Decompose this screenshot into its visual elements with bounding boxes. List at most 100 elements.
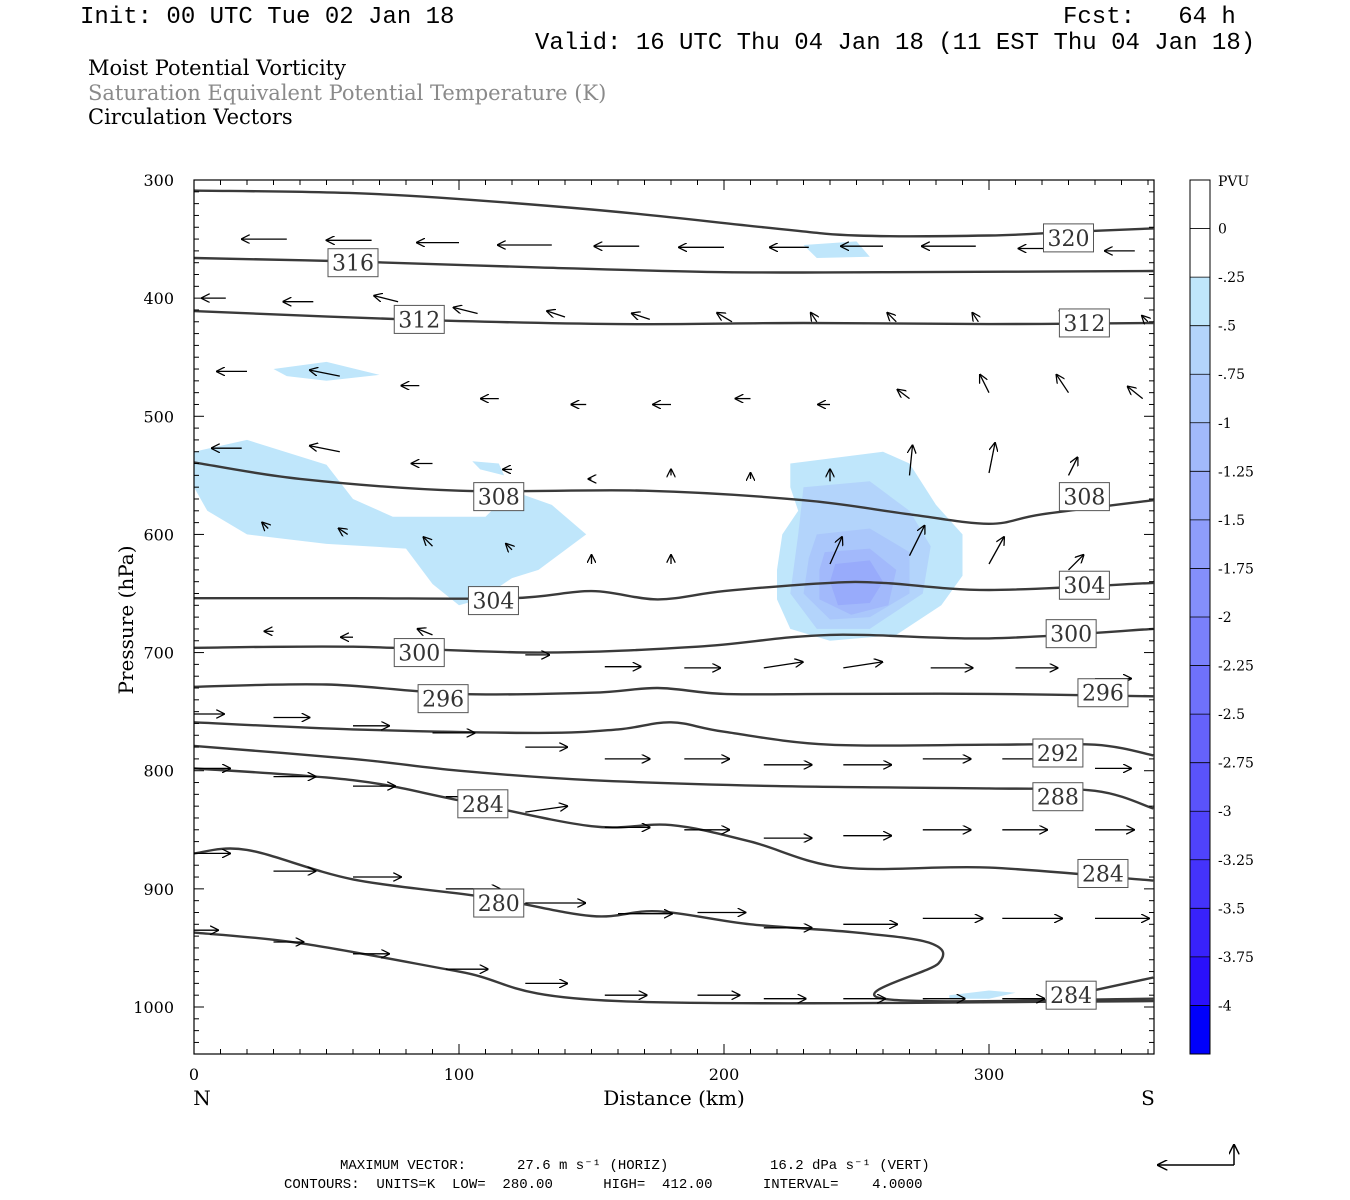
- init-time: Init: 00 UTC Tue 02 Jan 18: [80, 4, 455, 31]
- circulation-vector: [339, 528, 349, 534]
- contour-label: 296: [422, 688, 464, 713]
- circulation-vector: [898, 390, 910, 400]
- theta-contour: [194, 627, 1154, 654]
- circulation-vector: [525, 806, 567, 813]
- circulation-vector: [454, 308, 478, 315]
- circulation-vector: [1128, 387, 1144, 400]
- contour-label-box: [1058, 570, 1110, 600]
- contour-label-box: [393, 304, 445, 334]
- contour-label-box: [393, 638, 445, 668]
- y-tick-label: 900: [143, 880, 174, 899]
- theta-contour: [194, 744, 1154, 810]
- colorbar-swatch: [1190, 665, 1210, 715]
- colorbar-swatch: [1190, 471, 1210, 520]
- y-tick-label: 1000: [133, 998, 174, 1017]
- pvu-colorbar: 0 -.25 -.5 -.75 -1 -1.25 -1.5 -1.75 -2 -2.25 -2.5 -…: [1189, 179, 1254, 1055]
- x-tick-label: 0: [189, 1065, 199, 1084]
- forecast-hour: Fcst: 64 h: [1063, 4, 1236, 31]
- pv-region: [273, 361, 380, 381]
- circulation-vector: [972, 313, 978, 323]
- pv-region: [225, 477, 306, 503]
- reference-vector-icon: [1158, 1145, 1234, 1165]
- contour-label-box: [1045, 980, 1097, 1010]
- colorbar-label: -2.25: [1218, 659, 1254, 675]
- colorbar-swatch: [1190, 422, 1210, 472]
- pv-region: [803, 241, 870, 258]
- colorbar-swatch: [1190, 908, 1210, 957]
- valid-time: Valid: 16 UTC Thu 04 Jan 18 (11 EST Thu …: [535, 30, 1256, 57]
- contour-label-box: [1077, 678, 1129, 708]
- theta-contours: [194, 189, 1154, 1005]
- circulation-vector: [310, 370, 340, 377]
- circulation-vector: [632, 313, 651, 319]
- y-axis-title: Pressure (hPa): [114, 546, 138, 695]
- circulation-vector: [717, 313, 733, 323]
- colorbar-label: -.5: [1218, 319, 1236, 335]
- x-tick-label: 200: [709, 1065, 740, 1084]
- max-vector-vert: 16.2 dPa s⁻¹ (VERT): [770, 1158, 930, 1174]
- circulation-vector: [506, 544, 512, 550]
- contour-label: 280: [478, 892, 520, 917]
- theta-contour: [194, 847, 1154, 1003]
- circulation-vector: [1142, 316, 1148, 322]
- circulation-vector: [908, 526, 925, 556]
- colorbar-swatch: [1190, 1005, 1210, 1054]
- circulation-vector: [887, 313, 897, 323]
- contour-label-box: [1043, 223, 1094, 253]
- max-vector-horiz: 27.6 m s⁻¹ (HORIZ): [517, 1158, 669, 1174]
- colorbar-label: -3.75: [1218, 950, 1254, 966]
- colorbar-label: -.25: [1218, 270, 1245, 286]
- contour-label-box: [1058, 308, 1110, 338]
- colorbar-swatch: [1190, 180, 1210, 229]
- theta-contour: [194, 189, 1154, 238]
- colorbar-swatch: [1190, 277, 1210, 326]
- x-end-label-north: N: [193, 1086, 211, 1110]
- circulation-vector: [843, 662, 882, 669]
- colorbar-label: -3.5: [1218, 901, 1245, 917]
- circulation-vector: [1068, 555, 1084, 571]
- colorbar-swatch: [1190, 762, 1210, 812]
- circulation-vector: [1057, 375, 1070, 394]
- colorbar-swatch: [1190, 228, 1210, 278]
- contour-label: 316: [332, 252, 374, 277]
- contour-label-box: [473, 888, 525, 918]
- contour-label-box: [1032, 782, 1084, 812]
- contour-label-box: [327, 248, 379, 278]
- colorbar-swatch: [1190, 519, 1210, 569]
- contour-label: 300: [398, 642, 440, 667]
- contour-label-box: [1077, 858, 1129, 888]
- contour-label-box: [417, 684, 469, 714]
- contour-label-box: [1045, 619, 1097, 649]
- colorbar-label: -1: [1218, 416, 1232, 432]
- contour-label-box: [467, 586, 519, 616]
- circulation-vector: [547, 311, 566, 317]
- contour-label: 288: [1037, 786, 1079, 811]
- colorbar-label: -4: [1218, 998, 1232, 1014]
- contour-label: 284: [1050, 984, 1092, 1009]
- circulation-vector: [374, 296, 399, 303]
- circulation-vector: [910, 445, 913, 476]
- contour-labels: 320 316 312 312 308 308 304 304 300 300 296 296 292 2…: [327, 223, 1129, 1010]
- theta-contour: [194, 309, 1154, 326]
- x-axis-title: Distance (km): [603, 1086, 745, 1110]
- circulation-vector: [988, 443, 995, 474]
- pv-region: [472, 461, 505, 476]
- colorbar-swatch: [1190, 617, 1210, 666]
- contour-label: 320: [1048, 227, 1090, 252]
- y-tick-label: 400: [143, 289, 174, 308]
- y-tick-label: 800: [143, 762, 174, 781]
- circulation-vector: [811, 313, 817, 323]
- y-tick-label: 300: [143, 171, 174, 190]
- colorbar-label: -2: [1218, 610, 1232, 626]
- theta-contour: [194, 683, 1154, 698]
- colorbar-swatch: [1190, 568, 1210, 617]
- colorbar-swatch: [1190, 956, 1210, 1006]
- field-vectors-label: Circulation Vectors: [88, 105, 293, 129]
- colorbar-label: -.75: [1218, 367, 1245, 383]
- contour-label: 292: [1037, 742, 1079, 767]
- contour-label-box: [457, 789, 509, 819]
- colorbar-swatch: [1190, 811, 1210, 860]
- y-tick-label: 600: [143, 525, 174, 544]
- contour-label: 304: [472, 590, 514, 615]
